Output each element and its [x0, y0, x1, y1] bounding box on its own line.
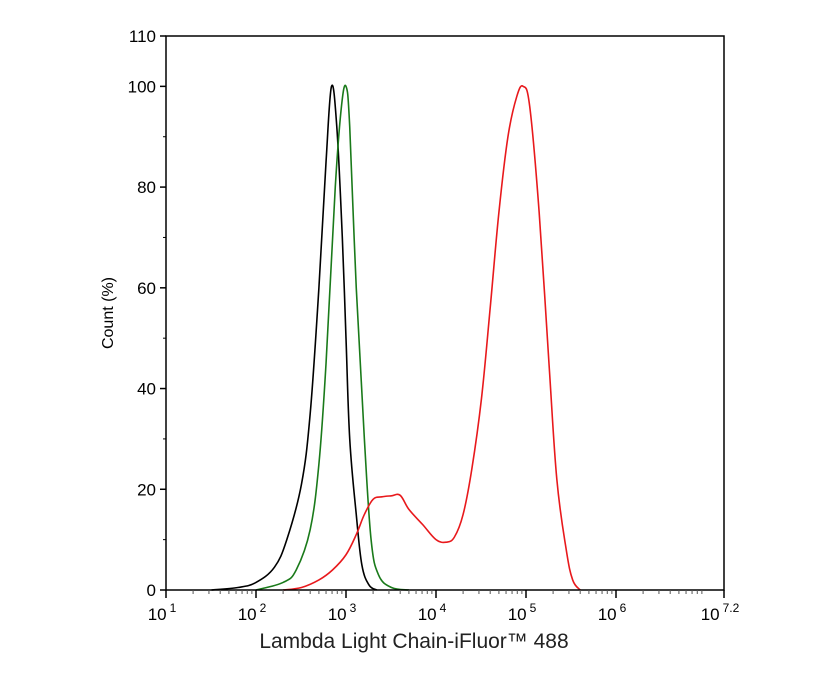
- y-tick-label: 40: [137, 380, 156, 399]
- y-tick-label: 80: [137, 178, 156, 197]
- y-tick-label: 0: [147, 581, 156, 600]
- x-tick-label: 10 7.2: [701, 601, 740, 624]
- series-line-2: [282, 85, 581, 591]
- x-tick-base: 10: [238, 605, 257, 624]
- x-tick-exponent: 1: [170, 601, 177, 615]
- series-line-1: [255, 84, 410, 591]
- x-tick-label: 10 6: [598, 601, 627, 624]
- y-tick-label: 110: [129, 27, 156, 46]
- x-tick-exponent: 7.2: [723, 601, 740, 615]
- plot-frame: [165, 35, 725, 591]
- x-tick-base: 10: [701, 605, 720, 624]
- x-tick-base: 10: [508, 605, 527, 624]
- x-tick-label: 10 4: [418, 601, 447, 624]
- x-tick-exponent: 3: [350, 601, 357, 615]
- series-line-0: [211, 84, 378, 591]
- x-tick-exponent: 4: [440, 601, 447, 615]
- y-tick-label: 60: [137, 279, 156, 298]
- x-tick-base: 10: [148, 605, 167, 624]
- x-tick-exponent: 2: [260, 601, 267, 615]
- x-tick-label: 10 2: [238, 601, 267, 624]
- x-tick-label: 10 3: [328, 601, 357, 624]
- y-tick-label: 100: [128, 77, 156, 96]
- x-tick-base: 10: [418, 605, 437, 624]
- x-axis-label: Lambda Light Chain-iFluor™ 488: [259, 630, 568, 653]
- series-layer: [211, 84, 581, 591]
- y-axis-label: Count (%): [100, 277, 117, 349]
- x-tick-label: 10 5: [508, 601, 537, 624]
- x-tick-exponent: 6: [620, 601, 627, 615]
- x-tick-base: 10: [328, 605, 347, 624]
- y-tick-label: 20: [137, 480, 156, 499]
- x-tick-exponent: 5: [530, 601, 537, 615]
- x-tick-label: 10 1: [148, 601, 177, 624]
- x-tick-base: 10: [598, 605, 617, 624]
